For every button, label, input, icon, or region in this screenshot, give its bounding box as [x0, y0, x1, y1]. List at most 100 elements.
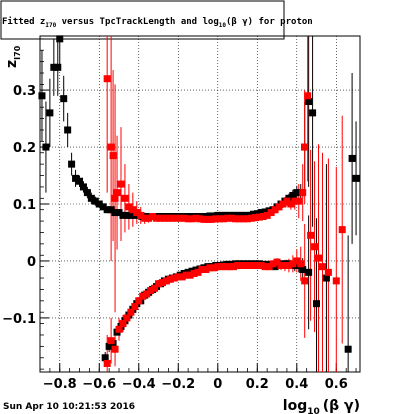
red-square-marker — [261, 263, 269, 271]
red-square-marker — [299, 189, 307, 197]
y-tick-label: 0.1 — [13, 198, 36, 213]
red-square-marker — [156, 214, 164, 222]
red-square-marker — [107, 143, 115, 151]
red-square-marker — [109, 152, 117, 160]
red-square-marker — [210, 264, 218, 272]
black-square-marker — [305, 97, 313, 105]
red-square-marker — [224, 214, 232, 222]
red-square-marker — [279, 200, 287, 208]
red-square-marker — [204, 215, 212, 223]
grid — [40, 36, 360, 372]
red-square-marker — [111, 194, 119, 202]
red-square-marker — [245, 262, 253, 270]
black-square-marker — [123, 211, 131, 219]
title-box — [0, 0, 285, 40]
black-square-marker — [348, 154, 356, 162]
black-square-marker — [119, 211, 127, 219]
red-square-marker — [301, 277, 309, 285]
black-square-marker — [127, 211, 135, 219]
red-square-marker — [234, 262, 242, 270]
black-square-marker — [72, 174, 80, 182]
x-tick-label: 0.2 — [246, 377, 269, 392]
black-square-marker — [115, 209, 123, 217]
red-square-marker — [251, 214, 259, 222]
red-square-marker — [311, 243, 319, 251]
red-square-marker — [180, 214, 188, 222]
red-square-marker — [198, 265, 206, 273]
data-points — [38, 35, 360, 367]
red-square-marker — [281, 262, 289, 270]
black-square-marker — [95, 200, 103, 208]
red-square-marker — [196, 215, 204, 223]
red-square-marker — [162, 277, 170, 285]
red-square-marker — [123, 314, 131, 322]
y-tick-label: 0 — [27, 255, 36, 270]
red-square-marker — [301, 143, 309, 151]
red-square-marker — [192, 214, 200, 222]
red-square-marker — [295, 197, 303, 205]
black-square-marker — [309, 109, 317, 117]
red-square-marker — [137, 211, 145, 219]
red-square-marker — [170, 274, 178, 282]
red-square-marker — [291, 197, 299, 205]
red-square-marker — [206, 264, 214, 272]
red-square-marker — [176, 214, 184, 222]
red-square-marker — [275, 203, 283, 211]
red-square-marker — [172, 214, 180, 222]
y-tick-label: −0.1 — [2, 312, 36, 327]
y-tick-labels: −0.1 0 0.1 0.2 0.3 — [2, 84, 36, 327]
red-square-marker — [125, 203, 133, 211]
red-square-marker — [139, 292, 147, 300]
red-square-marker — [237, 262, 245, 270]
red-square-marker — [267, 209, 275, 217]
red-square-marker — [155, 280, 163, 288]
black-square-marker — [64, 126, 72, 134]
red-square-marker — [182, 271, 190, 279]
red-square-marker — [269, 260, 277, 268]
red-square-marker — [202, 265, 210, 273]
black-square-marker — [60, 95, 68, 103]
red-square-marker — [265, 263, 273, 271]
y-tick-label: 0.2 — [13, 141, 36, 156]
black-square-marker — [313, 300, 321, 308]
red-square-marker — [315, 254, 323, 262]
red-square-marker — [216, 215, 224, 223]
red-square-marker — [253, 262, 261, 270]
red-square-marker — [255, 213, 263, 221]
red-square-marker — [332, 277, 340, 285]
red-square-marker — [153, 214, 161, 222]
black-square-marker — [305, 268, 313, 276]
x-tick-labels: −0.8 −0.6 −0.4 −0.2 0 0.2 0.4 0.6 — [43, 377, 348, 392]
red-square-marker — [259, 213, 267, 221]
red-square-marker — [133, 209, 141, 217]
red-square-marker — [115, 325, 123, 333]
red-square-marker — [178, 273, 186, 281]
red-square-marker — [212, 215, 220, 223]
x-tick-label: −0.8 — [43, 377, 77, 392]
red-square-marker — [107, 337, 115, 345]
red-square-marker — [184, 215, 192, 223]
black-square-marker — [257, 209, 265, 217]
black-square-marker — [293, 189, 301, 197]
red-square-marker — [121, 194, 129, 202]
black-square-marker — [68, 160, 76, 168]
red-square-marker — [194, 268, 202, 276]
red-square-marker — [307, 231, 315, 239]
black-square-marker — [38, 92, 46, 100]
black-square-marker — [111, 209, 119, 217]
red-square-marker — [243, 215, 251, 223]
red-square-marker — [241, 262, 249, 270]
red-square-marker — [103, 359, 111, 367]
red-square-marker — [249, 262, 257, 270]
black-square-marker — [42, 143, 50, 151]
red-square-marker — [220, 215, 228, 223]
black-square-marker — [46, 109, 54, 117]
red-square-marker — [289, 260, 297, 268]
red-square-marker — [200, 215, 208, 223]
black-square-marker — [352, 174, 360, 182]
black-square-marker — [87, 194, 95, 202]
red-square-marker — [338, 226, 346, 234]
black-square-marker — [91, 197, 99, 205]
red-square-marker — [135, 297, 143, 305]
